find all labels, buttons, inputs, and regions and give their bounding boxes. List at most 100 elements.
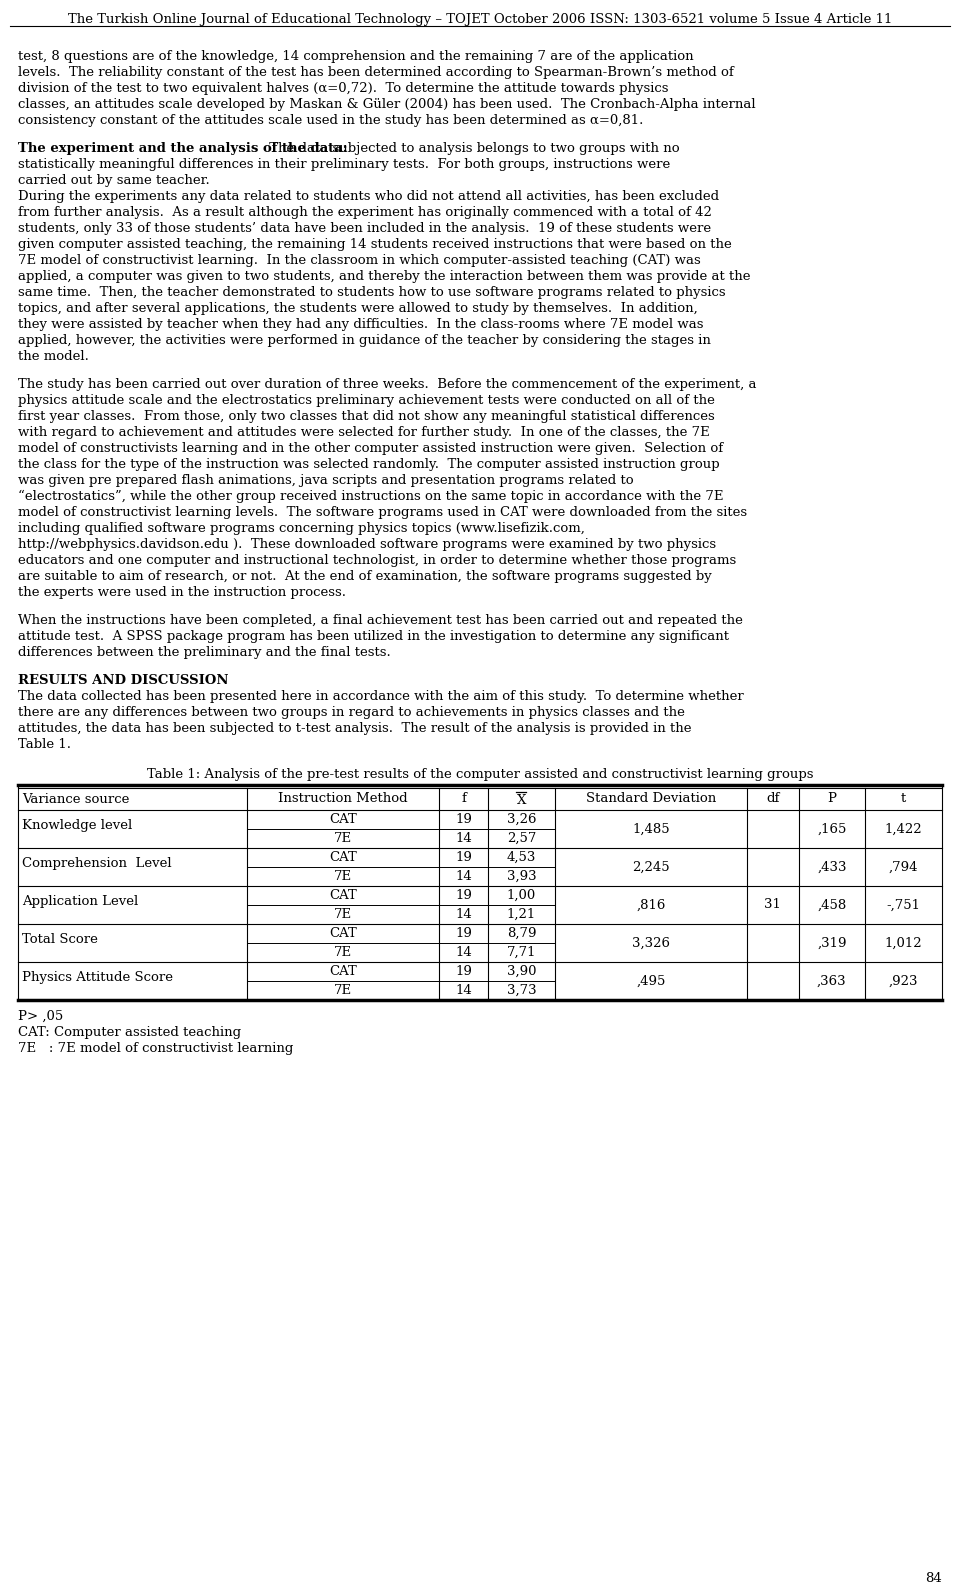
- Text: The study has been carried out over duration of three weeks.  Before the commenc: The study has been carried out over dura…: [18, 377, 756, 392]
- Text: 14: 14: [455, 833, 472, 845]
- Text: including qualified software programs concerning physics topics (www.lisefizik.c: including qualified software programs co…: [18, 522, 585, 534]
- Text: f: f: [462, 791, 467, 804]
- Text: The data subjected to analysis belongs to two groups with no: The data subjected to analysis belongs t…: [265, 143, 680, 155]
- Text: attitudes, the data has been subjected to t-test analysis.  The result of the an: attitudes, the data has been subjected t…: [18, 722, 691, 734]
- Text: carried out by same teacher.: carried out by same teacher.: [18, 174, 209, 187]
- Text: differences between the preliminary and the final tests.: differences between the preliminary and …: [18, 646, 391, 660]
- Text: 7,71: 7,71: [507, 945, 536, 960]
- Text: classes, an attitudes scale developed by Maskan & Güler (2004) has been used.  T: classes, an attitudes scale developed by…: [18, 98, 756, 111]
- Text: 8,79: 8,79: [507, 926, 536, 940]
- Text: with regard to achievement and attitudes were selected for further study.  In on: with regard to achievement and attitudes…: [18, 427, 709, 439]
- Text: 7E: 7E: [334, 909, 352, 921]
- Text: 1,422: 1,422: [885, 823, 923, 836]
- Text: the class for the type of the instruction was selected randomly.  The computer a: the class for the type of the instructio…: [18, 458, 720, 471]
- Text: The experiment and the analysis of the data:: The experiment and the analysis of the d…: [18, 143, 348, 155]
- Text: ,363: ,363: [817, 974, 847, 988]
- Text: attitude test.  A SPSS package program has been utilized in the investigation to: attitude test. A SPSS package program ha…: [18, 630, 729, 642]
- Text: t: t: [900, 791, 906, 804]
- Text: CAT: CAT: [329, 890, 357, 902]
- Text: the experts were used in the instruction process.: the experts were used in the instruction…: [18, 585, 346, 600]
- Text: 7E   : 7E model of constructivist learning: 7E : 7E model of constructivist learning: [18, 1042, 294, 1055]
- Text: RESULTS AND DISCUSSION: RESULTS AND DISCUSSION: [18, 674, 228, 687]
- Text: model of constructivists learning and in the other computer assisted instruction: model of constructivists learning and in…: [18, 442, 723, 455]
- Text: 7E model of constructivist learning.  In the classroom in which computer-assiste: 7E model of constructivist learning. In …: [18, 254, 701, 266]
- Text: levels.  The reliability constant of the test has been determined according to S: levels. The reliability constant of the …: [18, 67, 733, 79]
- Text: ,165: ,165: [817, 823, 847, 836]
- Text: The Turkish Online Journal of Educational Technology – TOJET October 2006 ISSN: : The Turkish Online Journal of Educationa…: [68, 13, 892, 25]
- Text: http://webphysics.davidson.edu ).  These downloaded software programs were exami: http://webphysics.davidson.edu ). These …: [18, 538, 716, 550]
- Text: During the experiments any data related to students who did not attend all activ: During the experiments any data related …: [18, 190, 719, 203]
- Text: Table 1.: Table 1.: [18, 737, 71, 752]
- Text: 3,73: 3,73: [507, 983, 537, 998]
- Text: are suitable to aim of research, or not.  At the end of examination, the softwar: are suitable to aim of research, or not.…: [18, 569, 711, 584]
- Text: ,923: ,923: [889, 974, 919, 988]
- Text: ,816: ,816: [636, 899, 665, 912]
- Text: P: P: [828, 791, 836, 804]
- Text: -,751: -,751: [887, 899, 921, 912]
- Text: 14: 14: [455, 945, 472, 960]
- Text: 3,326: 3,326: [632, 936, 670, 950]
- Text: topics, and after several applications, the students were allowed to study by th: topics, and after several applications, …: [18, 301, 698, 316]
- Text: 2,57: 2,57: [507, 833, 536, 845]
- Text: 2,245: 2,245: [632, 861, 669, 874]
- Text: CAT: CAT: [329, 852, 357, 864]
- Text: Standard Deviation: Standard Deviation: [586, 791, 716, 804]
- Text: 1,00: 1,00: [507, 890, 536, 902]
- Text: Variance source: Variance source: [22, 793, 130, 806]
- Text: statistically meaningful differences in their preliminary tests.  For both group: statistically meaningful differences in …: [18, 159, 670, 171]
- Text: The data collected has been presented here in accordance with the aim of this st: The data collected has been presented he…: [18, 690, 744, 703]
- Text: 7E: 7E: [334, 983, 352, 998]
- Text: was given pre prepared flash animations, java scripts and presentation programs : was given pre prepared flash animations,…: [18, 474, 634, 487]
- Text: ,433: ,433: [817, 861, 847, 874]
- Text: 1,012: 1,012: [885, 936, 923, 950]
- Text: 14: 14: [455, 871, 472, 883]
- Text: 3,93: 3,93: [507, 871, 537, 883]
- Text: 7E: 7E: [334, 871, 352, 883]
- Text: students, only 33 of those students’ data have been included in the analysis.  1: students, only 33 of those students’ dat…: [18, 222, 711, 235]
- Text: 19: 19: [455, 890, 472, 902]
- Text: consistency constant of the attitudes scale used in the study has been determine: consistency constant of the attitudes sc…: [18, 114, 643, 127]
- Text: “electrostatics”, while the other group received instructions on the same topic : “electrostatics”, while the other group …: [18, 490, 724, 503]
- Text: 4,53: 4,53: [507, 852, 536, 864]
- Text: from further analysis.  As a result although the experiment has originally comme: from further analysis. As a result altho…: [18, 206, 712, 219]
- Text: physics attitude scale and the electrostatics preliminary achievement tests were: physics attitude scale and the electrost…: [18, 393, 715, 408]
- Text: Total Score: Total Score: [22, 933, 98, 945]
- Text: CAT: CAT: [329, 926, 357, 940]
- Text: division of the test to two equivalent halves (α=0,72).  To determine the attitu: division of the test to two equivalent h…: [18, 82, 668, 95]
- Text: CAT: CAT: [329, 814, 357, 826]
- Text: Application Level: Application Level: [22, 895, 138, 907]
- Text: Instruction Method: Instruction Method: [278, 791, 408, 804]
- Text: Table 1: Analysis of the pre-test results of the computer assisted and construct: Table 1: Analysis of the pre-test result…: [147, 768, 813, 780]
- Text: 1,21: 1,21: [507, 909, 536, 921]
- Text: Knowledge level: Knowledge level: [22, 818, 132, 831]
- Text: 19: 19: [455, 926, 472, 940]
- Text: Physics Attitude Score: Physics Attitude Score: [22, 971, 173, 983]
- Text: the model.: the model.: [18, 351, 89, 363]
- Text: 7E: 7E: [334, 945, 352, 960]
- Text: ,319: ,319: [817, 936, 847, 950]
- Text: 1,485: 1,485: [632, 823, 669, 836]
- Text: applied, however, the activities were performed in guidance of the teacher by co: applied, however, the activities were pe…: [18, 335, 710, 347]
- Text: 7E: 7E: [334, 833, 352, 845]
- Text: there are any differences between two groups in regard to achievements in physic: there are any differences between two gr…: [18, 706, 684, 718]
- Text: 3,26: 3,26: [507, 814, 536, 826]
- Text: When the instructions have been completed, a final achievement test has been car: When the instructions have been complete…: [18, 614, 743, 626]
- Text: same time.  Then, the teacher demonstrated to students how to use software progr: same time. Then, the teacher demonstrate…: [18, 285, 726, 300]
- Text: 14: 14: [455, 983, 472, 998]
- Text: P> ,05: P> ,05: [18, 1010, 63, 1023]
- Text: applied, a computer was given to two students, and thereby the interaction betwe: applied, a computer was given to two stu…: [18, 270, 751, 282]
- Text: 3,90: 3,90: [507, 964, 536, 979]
- Text: df: df: [766, 791, 780, 804]
- Text: CAT: Computer assisted teaching: CAT: Computer assisted teaching: [18, 1026, 241, 1039]
- Text: 84: 84: [925, 1572, 942, 1584]
- Text: X: X: [516, 795, 526, 807]
- Text: first year classes.  From those, only two classes that did not show any meaningf: first year classes. From those, only two…: [18, 411, 715, 423]
- Text: 19: 19: [455, 852, 472, 864]
- Text: they were assisted by teacher when they had any difficulties.  In the class-room: they were assisted by teacher when they …: [18, 319, 704, 331]
- Text: test, 8 questions are of the knowledge, 14 comprehension and the remaining 7 are: test, 8 questions are of the knowledge, …: [18, 51, 694, 63]
- Text: ,495: ,495: [636, 974, 665, 988]
- Text: 14: 14: [455, 909, 472, 921]
- Text: model of constructivist learning levels.  The software programs used in CAT were: model of constructivist learning levels.…: [18, 506, 747, 519]
- Text: Comprehension  Level: Comprehension Level: [22, 856, 172, 869]
- Text: educators and one computer and instructional technologist, in order to determine: educators and one computer and instructi…: [18, 554, 736, 568]
